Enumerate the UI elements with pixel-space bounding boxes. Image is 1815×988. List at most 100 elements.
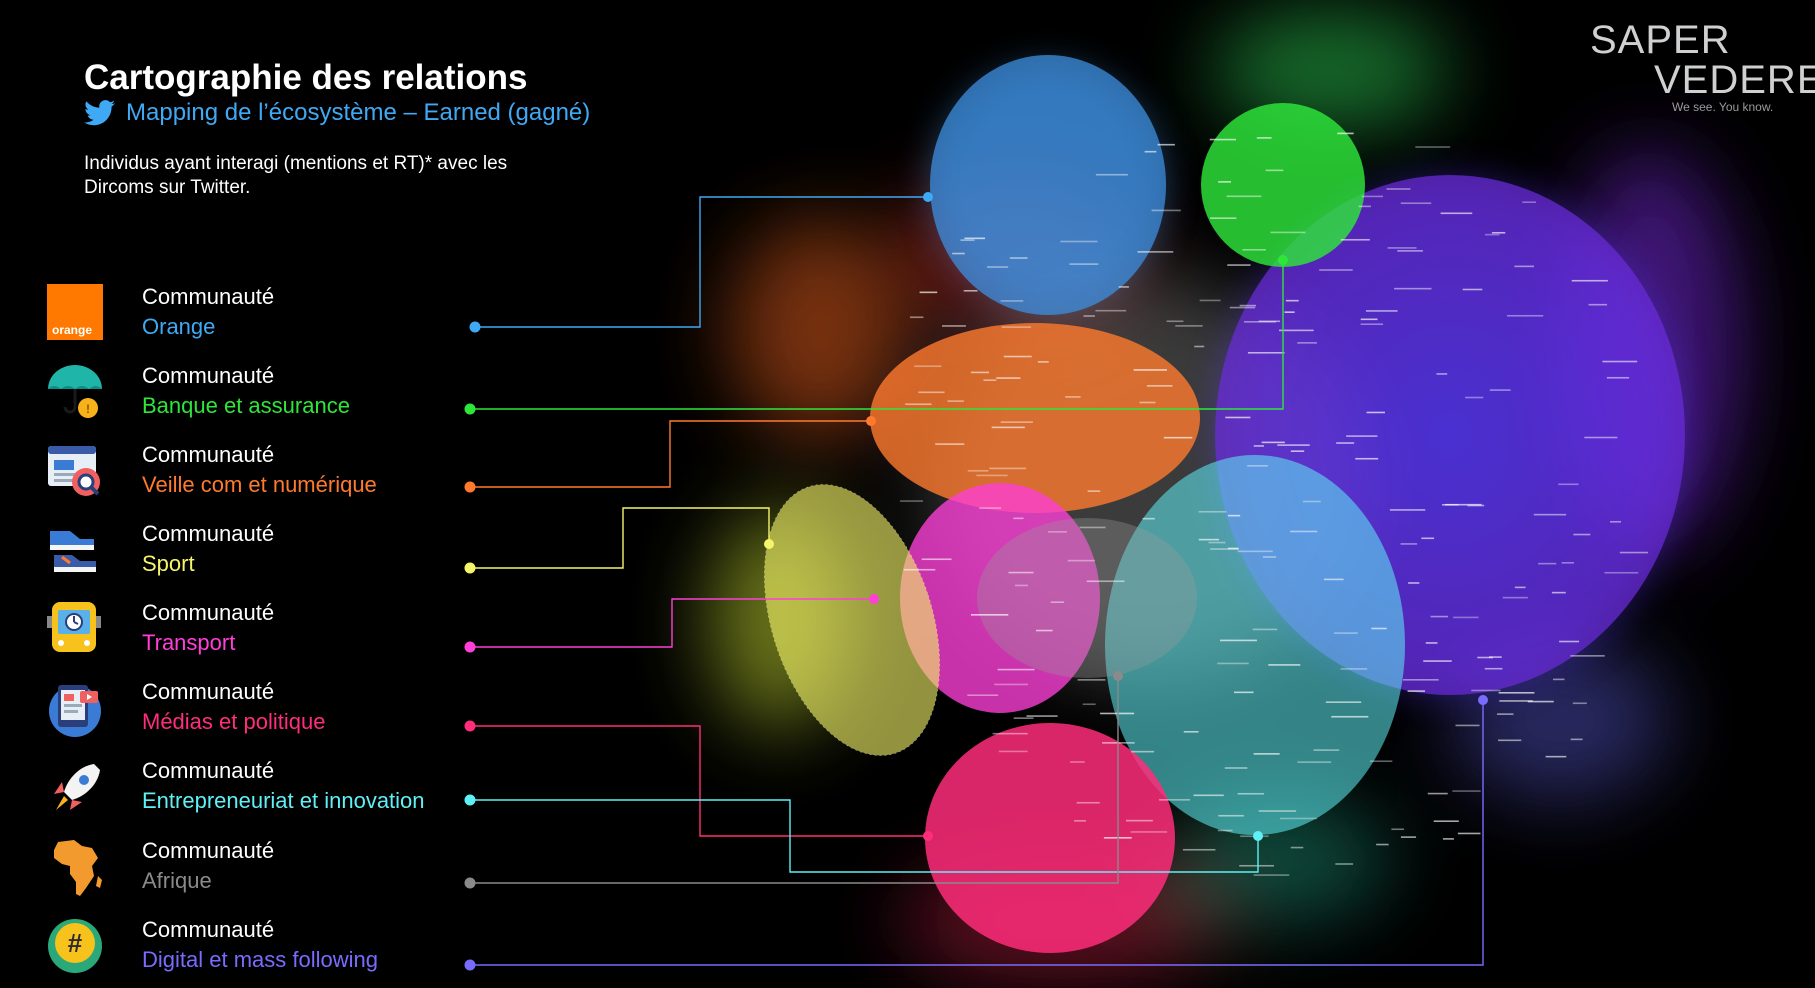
- legend-prefix: Communauté: [142, 521, 275, 546]
- node-label-mark: [1142, 517, 1155, 520]
- node-label-mark: [1360, 323, 1384, 326]
- logo-line2: VEDERE: [1654, 58, 1815, 102]
- node-label-mark: [1588, 303, 1608, 306]
- node-label-mark: [1239, 304, 1256, 307]
- node-label-mark: [905, 403, 932, 406]
- node-label-mark: [900, 500, 923, 502]
- node-label-mark: [1514, 265, 1535, 268]
- hashtag-bubble-icon: #: [48, 919, 102, 973]
- connector-start-dot: [464, 959, 476, 971]
- node-label-mark: [1253, 753, 1280, 755]
- node-label-mark: [1455, 724, 1480, 727]
- node-label-mark: [1209, 138, 1237, 141]
- bubble-sport: [763, 484, 941, 756]
- node-label-mark: [1279, 817, 1317, 820]
- node-label-mark: [1440, 212, 1473, 215]
- node-label-mark: [1484, 667, 1503, 670]
- node-label-mark: [1265, 169, 1284, 172]
- legend-name: Afrique: [142, 868, 212, 893]
- node-label-mark: [1514, 586, 1526, 589]
- subtitle-text: Mapping de l’écosystème – Earned (gagné): [126, 99, 591, 126]
- node-label-mark: [1163, 436, 1193, 439]
- connector-start-dot: [464, 877, 476, 889]
- node-label-mark: [1570, 655, 1605, 657]
- node-label-mark: [1151, 209, 1181, 212]
- legend-name: Banque et assurance: [142, 393, 350, 418]
- node-label-mark: [1452, 790, 1481, 792]
- node-label-mark: [1371, 627, 1387, 630]
- node-label-mark: [1538, 562, 1557, 565]
- node-label-mark: [1467, 504, 1485, 507]
- node-label-mark: [1340, 238, 1370, 241]
- node-label-mark: [1527, 700, 1554, 703]
- connector-line: [470, 799, 1259, 873]
- node-label-mark: [1551, 591, 1566, 594]
- node-label-mark: [1237, 550, 1273, 553]
- node-label-mark: [1076, 801, 1100, 804]
- node-label-mark: [1262, 556, 1277, 558]
- connector-start-dot: [464, 794, 476, 806]
- node-label-mark: [1394, 287, 1432, 290]
- legend-name: Orange: [142, 314, 216, 339]
- connector-start-dot: [464, 403, 476, 415]
- node-label-mark: [1095, 173, 1128, 176]
- legend-prefix: Communauté: [142, 838, 275, 863]
- node-label-mark: [1436, 373, 1448, 375]
- node-label-mark: [1175, 325, 1203, 327]
- node-label-mark: [1227, 264, 1251, 266]
- node-label-mark: [1290, 846, 1304, 849]
- node-label-mark: [1313, 749, 1340, 751]
- node-label-mark: [1336, 442, 1355, 444]
- node-label-mark: [1325, 701, 1362, 703]
- legend-prefix: Communauté: [142, 917, 275, 942]
- node-label-mark: [1217, 829, 1233, 832]
- node-label-mark: [1489, 656, 1502, 658]
- node-label-mark: [967, 694, 999, 697]
- node-label-mark: [919, 291, 938, 294]
- legend-item-digital: # Communauté Digital et mass following: [44, 915, 464, 985]
- node-label-mark: [921, 558, 952, 561]
- node-label-mark: [1403, 678, 1439, 681]
- connector-end-dot: [923, 192, 933, 202]
- node-label-mark: [1319, 269, 1353, 271]
- legend-prefix: Communauté: [142, 600, 275, 625]
- node-label-mark: [952, 252, 965, 255]
- node-label-mark: [1408, 582, 1420, 584]
- node-label-mark: [1220, 639, 1257, 642]
- node-label-mark: [1559, 640, 1580, 643]
- node-label-mark: [1050, 601, 1065, 603]
- node-label-mark: [1227, 547, 1239, 550]
- logo-tagline: We see. You know.: [1672, 100, 1774, 114]
- node-label-mark: [998, 750, 1028, 753]
- node-label-mark: [1498, 739, 1522, 742]
- node-label-mark: [1477, 656, 1493, 659]
- node-label-mark: [979, 507, 1002, 509]
- legend-name: Sport: [142, 551, 195, 576]
- node-label-mark: [1425, 642, 1438, 644]
- node-label-mark: [1400, 202, 1432, 205]
- node-label-mark: [1391, 828, 1405, 831]
- legend-item-banque: ! Communauté Banque et assurance: [44, 361, 464, 431]
- node-label-mark: [960, 239, 975, 241]
- node-label-mark: [1234, 691, 1254, 694]
- svg-text:#: #: [68, 928, 83, 958]
- node-label-mark: [1366, 411, 1385, 414]
- node-label-mark: [1407, 690, 1426, 692]
- node-label-mark: [963, 289, 978, 292]
- node-label-mark: [1126, 819, 1153, 822]
- connector-line: [470, 598, 874, 648]
- legend-prefix: Communauté: [142, 284, 275, 309]
- legend-item-sport: Communauté Sport: [44, 519, 464, 589]
- node-label-mark: [1139, 401, 1156, 404]
- node-label-mark: [1225, 416, 1251, 419]
- node-label-mark: [1421, 537, 1435, 540]
- node-label-mark: [1387, 247, 1417, 249]
- legend-item-afrique: Communauté Afrique: [44, 836, 464, 906]
- connector-end-dot: [1278, 255, 1288, 265]
- node-label-mark: [1252, 628, 1278, 631]
- node-label-mark: [1239, 864, 1275, 867]
- brand-logo: SAPER VEDERE We see. You know.: [1590, 18, 1815, 118]
- node-label-mark: [1244, 321, 1276, 323]
- node-label-mark: [1146, 385, 1173, 387]
